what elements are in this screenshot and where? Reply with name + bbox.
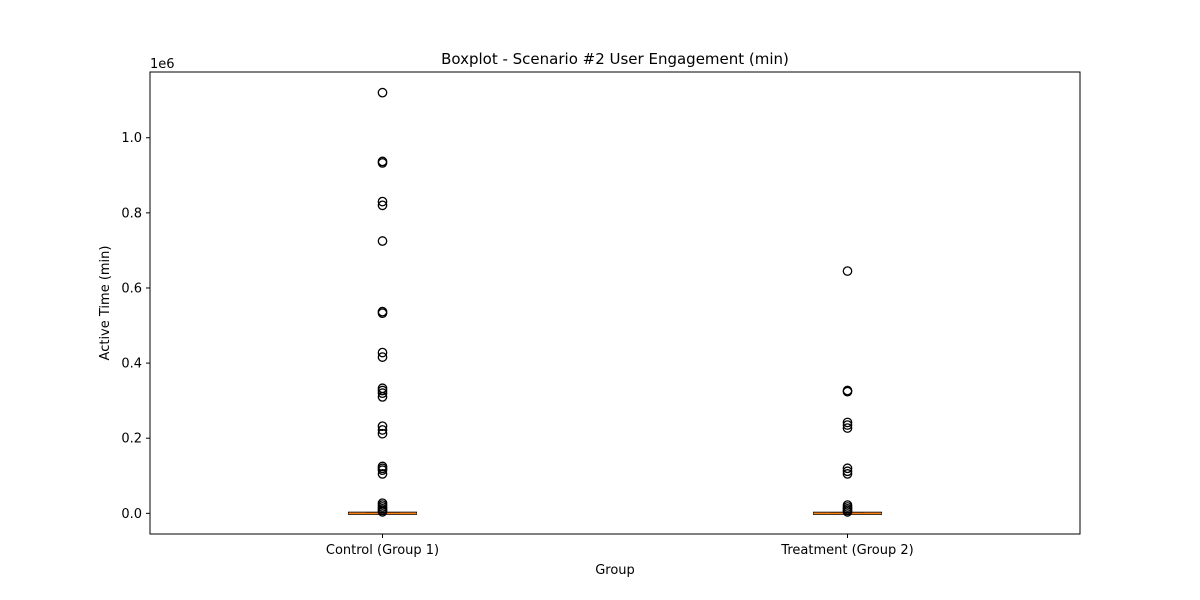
outlier-point <box>377 425 388 435</box>
outlier-point <box>377 421 388 432</box>
outlier-point <box>842 466 853 477</box>
y-tick-label: 0.4 <box>121 357 142 372</box>
box-group <box>348 87 417 517</box>
x-tick-label: Treatment (Group 2) <box>780 543 913 558</box>
chart-title: Boxplot - Scenario #2 User Engagement (m… <box>441 50 789 68</box>
outlier-point <box>377 469 388 479</box>
box-group <box>813 266 882 517</box>
y-offset-label: 1e6 <box>150 57 175 72</box>
y-axis-ticks: 0.0 0.2 0.4 0.6 0.8 1.0 <box>121 131 150 522</box>
outlier-point <box>842 469 853 479</box>
outlier-point <box>842 266 853 276</box>
outlier-point <box>842 423 853 433</box>
y-tick-label: 0.6 <box>121 281 142 296</box>
outlier-point <box>377 87 388 98</box>
outlier-point <box>842 417 853 428</box>
outlier-point <box>377 388 388 398</box>
outlier-point <box>377 352 388 362</box>
outlier-point <box>842 386 853 397</box>
outlier-point <box>377 236 388 246</box>
y-axis-label: Active Time (min) <box>98 246 113 361</box>
x-tick-label: Control (Group 1) <box>326 543 439 558</box>
outlier-point <box>377 506 388 517</box>
x-axis-ticks: Control (Group 1) Treatment (Group 2) <box>326 534 914 558</box>
outlier-point <box>377 196 388 207</box>
outlier-point <box>377 200 388 211</box>
outlier-point <box>842 463 853 474</box>
y-tick-label: 1.0 <box>121 131 142 146</box>
outlier-point <box>842 506 853 517</box>
outlier-point <box>377 385 388 396</box>
outlier-point <box>377 347 388 358</box>
outlier-point <box>842 420 853 430</box>
outlier-point <box>377 465 388 475</box>
x-axis-label: Group <box>595 563 635 578</box>
outlier-point <box>377 392 388 402</box>
plot-area-frame <box>149 71 1081 535</box>
outlier-point <box>377 308 388 318</box>
y-tick-label: 0.2 <box>121 432 142 447</box>
y-tick-label: 0.8 <box>121 206 142 221</box>
outlier-point <box>377 158 388 168</box>
outlier-point <box>377 428 388 439</box>
boxplot-series <box>348 87 882 517</box>
y-tick-label: 0.0 <box>121 507 142 522</box>
